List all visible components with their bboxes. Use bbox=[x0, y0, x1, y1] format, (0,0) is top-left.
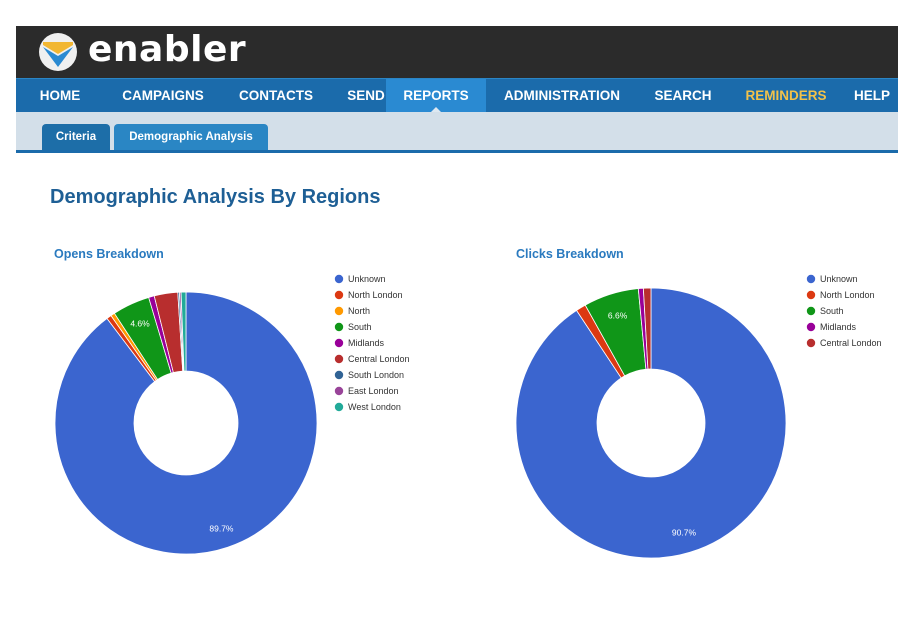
clicks-chart-title: Clicks Breakdown bbox=[516, 247, 624, 261]
clicks-legend-label-north-london[interactable]: North London bbox=[820, 290, 875, 300]
opens-legend-marker-north bbox=[334, 306, 344, 316]
opens-legend-label-east-london[interactable]: East London bbox=[348, 386, 399, 396]
opens-legend-marker-unknown bbox=[334, 274, 344, 284]
enabler-logo-icon bbox=[39, 33, 77, 71]
logo-text: enabler bbox=[88, 29, 247, 70]
page-title: Demographic Analysis By Regions bbox=[50, 186, 381, 208]
nav-help[interactable]: HELP bbox=[854, 88, 891, 103]
clicks-slice-label-south: 6.6% bbox=[608, 311, 628, 321]
opens-legend-label-north[interactable]: North bbox=[348, 306, 370, 316]
opens-slice-west-london[interactable] bbox=[180, 291, 187, 372]
opens-chart-title: Opens Breakdown bbox=[54, 247, 164, 261]
nav-reminders[interactable]: REMINDERS bbox=[745, 88, 827, 103]
clicks-legend-label-unknown[interactable]: Unknown bbox=[820, 274, 858, 284]
opens-legend-marker-north-london bbox=[334, 290, 344, 300]
clicks-legend-label-south[interactable]: South bbox=[820, 306, 844, 316]
nav-campaigns[interactable]: CAMPAIGNS bbox=[122, 88, 204, 103]
opens-legend-marker-east-london bbox=[334, 386, 344, 396]
clicks-slice-unknown[interactable] bbox=[515, 287, 787, 559]
opens-legend-label-north-london[interactable]: North London bbox=[348, 290, 403, 300]
opens-legend-label-south[interactable]: South bbox=[348, 322, 372, 332]
opens-legend-label-midlands[interactable]: Midlands bbox=[348, 338, 385, 348]
sub-navigation: Criteria Demographic Analysis bbox=[16, 112, 898, 153]
clicks-slice-label-unknown: 90.7% bbox=[672, 528, 697, 538]
nav-administration[interactable]: ADMINISTRATION bbox=[504, 88, 620, 103]
top-brand-bar: enabler bbox=[16, 26, 898, 78]
opens-slice-label-south: 4.6% bbox=[130, 319, 150, 329]
clicks-legend-marker-midlands bbox=[806, 322, 816, 332]
tab-demographic-analysis[interactable]: Demographic Analysis bbox=[114, 124, 268, 150]
opens-legend-label-south-london[interactable]: South London bbox=[348, 370, 404, 380]
nav-send[interactable]: SEND bbox=[347, 88, 385, 103]
active-tab-caret bbox=[429, 107, 443, 114]
main-navigation: HOME CAMPAIGNS CONTACTS SEND REPORTS ADM… bbox=[16, 78, 898, 114]
opens-legend-marker-midlands bbox=[334, 338, 344, 348]
tab-criteria[interactable]: Criteria bbox=[42, 124, 110, 150]
nav-home[interactable]: HOME bbox=[39, 88, 81, 103]
nav-contacts[interactable]: CONTACTS bbox=[239, 88, 313, 103]
clicks-legend-marker-south bbox=[806, 306, 816, 316]
opens-legend-label-central-london[interactable]: Central London bbox=[348, 354, 410, 364]
clicks-legend-marker-unknown bbox=[806, 274, 816, 284]
nav-search[interactable]: SEARCH bbox=[654, 88, 712, 103]
opens-legend-marker-south bbox=[334, 322, 344, 332]
opens-legend-label-unknown[interactable]: Unknown bbox=[348, 274, 386, 284]
opens-slice-label-unknown: 89.7% bbox=[209, 524, 234, 534]
nav-reports[interactable]: REPORTS bbox=[386, 79, 486, 114]
nav-reports-label: REPORTS bbox=[403, 88, 469, 103]
opens-slice-unknown[interactable] bbox=[54, 291, 318, 555]
clicks-legend-label-central-london[interactable]: Central London bbox=[820, 338, 882, 348]
opens-legend-marker-south-london bbox=[334, 370, 344, 380]
clicks-legend-label-midlands[interactable]: Midlands bbox=[820, 322, 857, 332]
opens-legend-marker-west-london bbox=[334, 402, 344, 412]
clicks-legend-marker-north-london bbox=[806, 290, 816, 300]
clicks-legend-marker-central-london bbox=[806, 338, 816, 348]
opens-legend-label-west-london[interactable]: West London bbox=[348, 402, 401, 412]
opens-legend-marker-central-london bbox=[334, 354, 344, 364]
clicks-slice-central-london[interactable] bbox=[642, 287, 652, 370]
